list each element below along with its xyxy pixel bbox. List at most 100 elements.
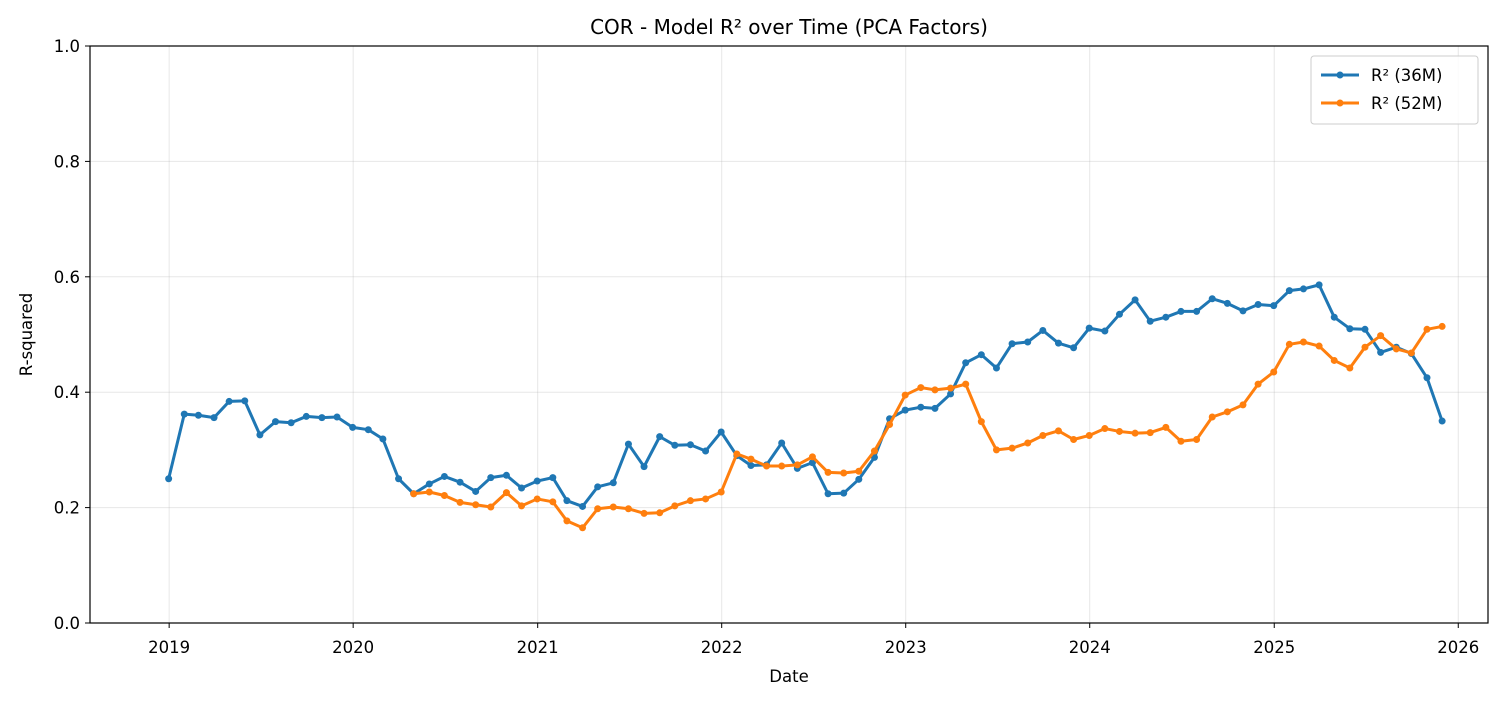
data-point (440, 472, 448, 480)
data-point (656, 509, 664, 517)
data-point (656, 433, 664, 441)
data-point (624, 505, 632, 513)
data-point (686, 497, 694, 505)
data-point (917, 384, 925, 392)
data-point (1423, 374, 1431, 382)
data-point (962, 359, 970, 367)
data-point (502, 489, 510, 497)
data-point (640, 509, 648, 517)
plot-frame (89, 45, 1489, 624)
data-point (1361, 343, 1369, 351)
data-point (931, 404, 939, 412)
data-point (425, 480, 433, 488)
data-point (1423, 325, 1431, 333)
data-point (1361, 325, 1369, 333)
data-point (456, 498, 464, 506)
legend-item: R² (36M) (1321, 66, 1442, 85)
data-point (1024, 439, 1032, 447)
data-point (640, 463, 648, 471)
y-tick-label: 0.2 (54, 499, 80, 518)
data-point (1438, 417, 1446, 425)
data-point (624, 440, 632, 448)
data-point (487, 503, 495, 511)
data-point (1115, 310, 1123, 318)
data-point (533, 495, 541, 503)
data-point (717, 488, 725, 496)
y-axis-label: R-squared (17, 293, 36, 376)
data-point (1254, 380, 1262, 388)
data-point (1377, 348, 1385, 356)
data-point (456, 478, 464, 486)
data-point (1101, 425, 1109, 433)
data-point (609, 503, 617, 511)
data-point (763, 462, 771, 470)
data-point (1299, 338, 1307, 346)
data-point (210, 414, 218, 422)
data-point (747, 461, 755, 469)
data-point (579, 524, 587, 532)
data-point (1054, 427, 1062, 435)
data-point (901, 391, 909, 399)
data-point (487, 474, 495, 482)
y-tick-label: 1.0 (54, 37, 80, 56)
data-point (917, 403, 925, 411)
data-point (379, 435, 387, 443)
x-tick-label: 2020 (332, 638, 374, 657)
series-2 (410, 322, 1446, 532)
data-point (1146, 429, 1154, 437)
data-point (901, 406, 909, 414)
data-point (194, 411, 202, 419)
data-point (1115, 427, 1123, 435)
y-tick-label: 0.4 (54, 383, 80, 402)
data-point (855, 475, 863, 483)
data-point (778, 462, 786, 470)
data-point (931, 386, 939, 394)
data-point (840, 469, 848, 477)
data-point (824, 468, 832, 476)
data-point (733, 450, 741, 458)
data-point (671, 441, 679, 449)
data-point (1223, 408, 1231, 416)
data-point (1008, 340, 1016, 348)
data-point (1239, 307, 1247, 315)
data-point (992, 364, 1000, 372)
data-point (717, 428, 725, 436)
data-point (1377, 332, 1385, 340)
data-point (947, 384, 955, 392)
data-point (840, 489, 848, 497)
data-point (410, 490, 418, 498)
data-point (977, 351, 985, 359)
legend: R² (36M) R² (52M) (1310, 55, 1479, 125)
data-point (1101, 327, 1109, 335)
data-point (808, 459, 816, 467)
legend-marker (1336, 71, 1344, 79)
data-point (870, 447, 878, 455)
data-point (609, 479, 617, 487)
data-point (1208, 413, 1216, 421)
data-point (333, 413, 341, 421)
data-point (594, 483, 602, 491)
data-point (349, 423, 357, 431)
data-point (686, 441, 694, 449)
legend-label: R² (36M) (1371, 66, 1442, 85)
data-point (1070, 436, 1078, 444)
data-point (702, 447, 710, 455)
y-tick-label: 0.8 (54, 152, 80, 171)
data-point (549, 474, 557, 482)
chart-title: COR - Model R² over Time (PCA Factors) (590, 15, 988, 39)
data-point (1330, 356, 1338, 364)
data-point (1330, 313, 1338, 321)
data-point (1070, 344, 1078, 352)
data-point (425, 488, 433, 496)
x-tick-label: 2021 (517, 638, 559, 657)
data-point (1146, 317, 1154, 325)
data-point (272, 418, 280, 426)
data-point (1346, 364, 1354, 372)
x-axis-label: Date (769, 667, 808, 686)
data-point (364, 426, 372, 434)
data-point (1177, 437, 1185, 445)
data-point (302, 412, 310, 420)
data-point (1208, 295, 1216, 303)
data-point (1270, 368, 1278, 376)
